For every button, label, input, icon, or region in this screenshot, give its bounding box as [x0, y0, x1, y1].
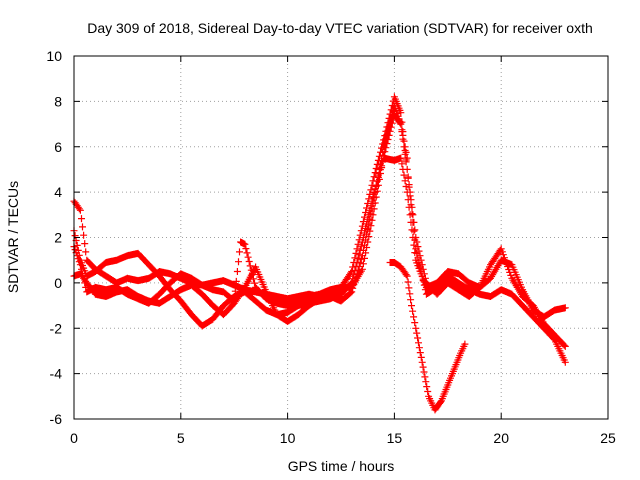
y-tick-label: 4 — [54, 184, 62, 200]
data-layer — [70, 93, 569, 414]
y-tick-label: 8 — [54, 93, 62, 109]
x-tick-label: 25 — [600, 430, 616, 446]
x-tick-label: 10 — [280, 430, 296, 446]
x-tick-label: 20 — [493, 430, 509, 446]
x-tick-label: 15 — [387, 430, 403, 446]
y-tick-label: 10 — [46, 48, 62, 64]
x-tick-label: 0 — [70, 430, 78, 446]
y-tick-label: 2 — [54, 230, 62, 246]
ticks: 0 5 10 15 20 25 -6 -4 -2 0 2 4 6 8 10 — [46, 48, 616, 446]
y-tick-label: 0 — [54, 275, 62, 291]
x-tick-label: 5 — [177, 430, 185, 446]
data-point-markers — [70, 93, 569, 414]
x-axis-label: GPS time / hours — [288, 458, 395, 474]
y-tick-label: -6 — [50, 411, 63, 427]
y-tick-label: 6 — [54, 139, 62, 155]
y-tick-label: -2 — [50, 320, 63, 336]
grid — [74, 56, 608, 419]
chart-title: Day 309 of 2018, Sidereal Day-to-day VTE… — [87, 20, 593, 36]
y-axis-label: SDTVAR / TECUs — [5, 181, 21, 293]
y-tick-label: -4 — [50, 366, 63, 382]
